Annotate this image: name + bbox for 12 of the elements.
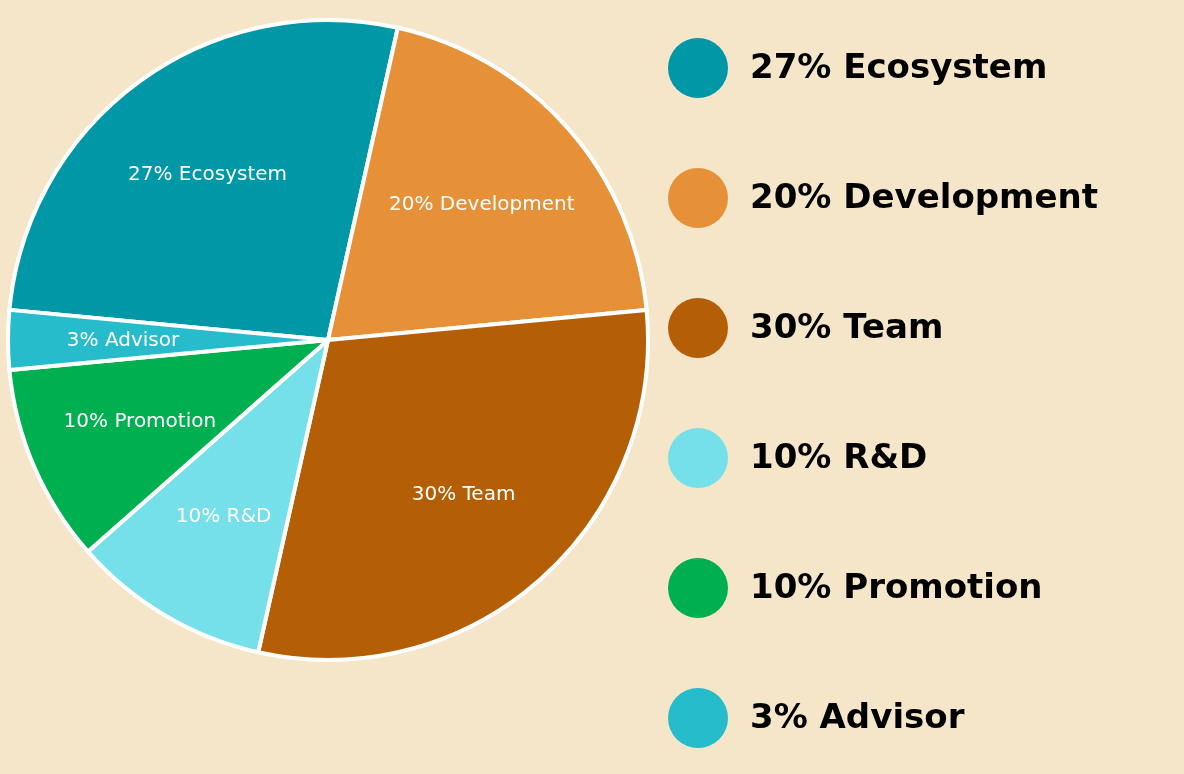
slice-label: 3% Advisor	[66, 326, 180, 351]
slice-label: 30% Team	[411, 480, 516, 505]
slice-label: 20% Development	[389, 191, 575, 216]
legend-label: 10% R&D	[750, 436, 928, 476]
legend-label: 20% Development	[750, 176, 1099, 216]
legend-label: 10% Promotion	[750, 566, 1043, 606]
legend-label: 3% Advisor	[750, 696, 965, 736]
legend-label: 27% Ecosystem	[750, 46, 1048, 86]
slice-label: 10% R&D	[175, 503, 272, 528]
slice-label: 27% Ecosystem	[128, 161, 287, 186]
legend-label: 30% Team	[750, 306, 944, 346]
slice-label: 10% Promotion	[63, 408, 217, 433]
